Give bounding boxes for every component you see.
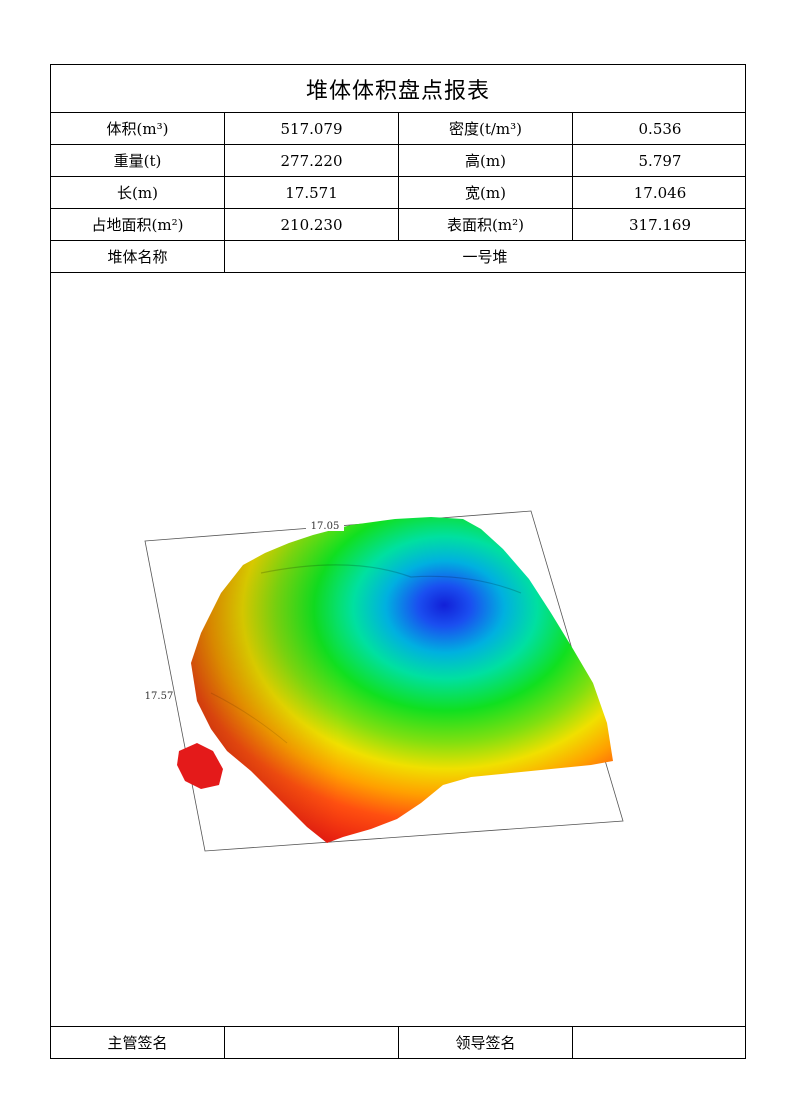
table-row: 占地面积(m²) 210.230 表面积(m²) 317.169	[51, 209, 745, 241]
signature-row: 主管签名 领导签名	[51, 1026, 745, 1058]
pile-contour-line	[210, 692, 288, 744]
pile-ridge-line	[260, 564, 522, 594]
width-dimension-bg	[306, 519, 344, 531]
report-sheet: 堆体体积盘点报表 体积(m³) 517.079 密度(t/m³) 0.536 重…	[50, 64, 746, 1059]
density-label: 密度(t/m³)	[399, 113, 573, 144]
length-label: 长(m)	[51, 177, 225, 208]
weight-value: 277.220	[225, 145, 399, 176]
table-row: 长(m) 17.571 宽(m) 17.046	[51, 177, 745, 209]
pile-heightmap-render: 17.05 17.57	[144, 510, 624, 852]
width-label: 宽(m)	[399, 177, 573, 208]
footprint-area-label: 占地面积(m²)	[51, 209, 225, 240]
table-row: 重量(t) 277.220 高(m) 5.797	[51, 145, 745, 177]
height-value: 5.797	[638, 151, 682, 170]
pile-fragment	[177, 743, 223, 789]
leader-signature-label: 领导签名	[399, 1026, 573, 1058]
surface-area-label: 表面积(m²)	[399, 209, 573, 240]
volume-value: 517.079	[225, 113, 399, 144]
width-value: 17.046	[633, 183, 687, 202]
height-label: 高(m)	[399, 145, 573, 176]
table-row: 体积(m³) 517.079 密度(t/m³) 0.536	[51, 113, 745, 145]
leader-signature-field[interactable]	[573, 1026, 747, 1058]
footprint-area-value: 210.230	[225, 209, 399, 240]
supervisor-signature-field[interactable]	[225, 1026, 399, 1058]
density-value: 0.536	[638, 119, 682, 138]
report-title: 堆体体积盘点报表	[51, 65, 745, 113]
width-dimension-label: 17.05	[311, 521, 340, 532]
surface-area-value: 317.169	[628, 215, 692, 234]
pile-shading	[191, 517, 613, 843]
pile-name-value: 一号堆	[462, 248, 508, 266]
pile-3d-model: 17.05 17.57	[51, 273, 745, 1027]
metrics-table: 体积(m³) 517.079 密度(t/m³) 0.536 重量(t) 277.…	[51, 113, 745, 273]
weight-label: 重量(t)	[51, 145, 225, 176]
length-dimension-label: 17.57	[145, 691, 174, 702]
supervisor-signature-label: 主管签名	[51, 1026, 225, 1058]
length-value: 17.571	[225, 177, 399, 208]
table-row: 堆体名称 一号堆	[51, 241, 745, 273]
pile-name-label: 堆体名称	[51, 241, 225, 272]
volume-label: 体积(m³)	[51, 113, 225, 144]
